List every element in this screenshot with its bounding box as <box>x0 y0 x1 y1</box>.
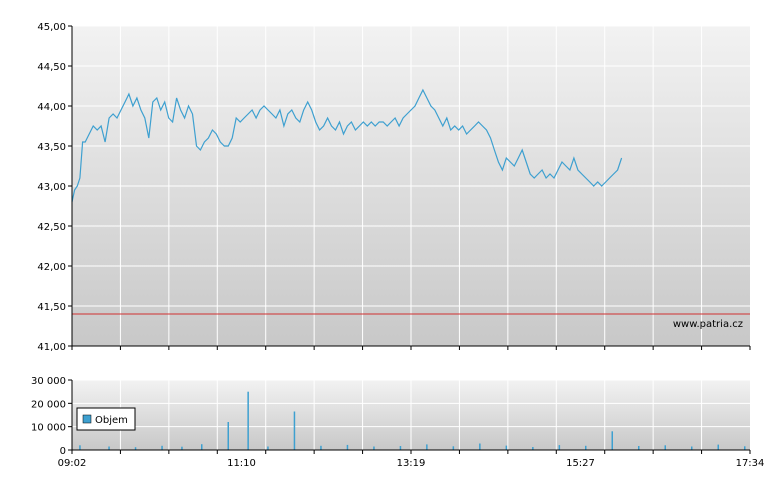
volume-bar <box>611 431 613 450</box>
volume-bar <box>664 445 666 450</box>
volume-bar <box>247 391 249 450</box>
volume-bars <box>79 391 746 450</box>
volume-chart: 30 000 20 000 10 000 0 09:02 11:10 13:19 15:27… <box>31 376 765 469</box>
legend-swatch <box>82 414 92 424</box>
price-y-tick-label: 41,00 <box>37 342 66 353</box>
volume-y-tick-label: 20 000 <box>31 399 66 410</box>
volume-bar <box>691 446 693 450</box>
volume-bar <box>744 446 746 450</box>
price-y-tick-label: 43,00 <box>37 182 66 193</box>
volume-bar <box>452 446 455 450</box>
volume-y-axis: 30 000 20 000 10 000 0 <box>31 376 73 457</box>
volume-bar <box>638 446 640 450</box>
x-tick-label: 15:27 <box>566 458 595 469</box>
x-tick-label: 11:10 <box>227 458 256 469</box>
volume-bar <box>346 444 349 450</box>
legend-label: Objem <box>95 415 128 426</box>
price-chart: 45,00 44,50 44,00 43,50 43,00 42,50 42,00 41,50… <box>37 22 751 353</box>
volume-bar <box>161 445 163 450</box>
volume-bar <box>505 445 508 450</box>
volume-y-tick-label: 10 000 <box>31 423 66 434</box>
price-y-tick-label: 42,00 <box>37 262 66 273</box>
volume-bar <box>320 445 322 450</box>
price-line-group <box>71 88 623 203</box>
volume-bar <box>399 446 402 450</box>
volume-grid <box>72 379 750 451</box>
volume-y-tick-label: 0 <box>60 446 66 457</box>
volume-bar <box>181 446 183 450</box>
volume-bar <box>479 443 481 450</box>
price-y-tick-label: 41,50 <box>37 302 66 313</box>
volume-y-tick-label: 30 000 <box>31 376 66 387</box>
volume-bar <box>201 444 203 450</box>
volume-bar <box>717 444 719 450</box>
price-y-axis: 45,00 44,50 44,00 43,50 43,00 42,50 42,00 41,50… <box>37 22 751 353</box>
price-y-tick-label: 44,50 <box>37 62 66 73</box>
price-y-tick-label: 42,50 <box>37 222 66 233</box>
volume-bar <box>134 447 137 450</box>
legend: Objem <box>76 407 136 431</box>
volume-bar <box>585 445 587 450</box>
volume-bar <box>293 411 296 450</box>
legend-box <box>76 407 136 431</box>
price-series-line <box>71 88 623 203</box>
volume-bar <box>267 446 269 450</box>
x-tick-label: 09:02 <box>58 458 87 469</box>
volume-bar <box>558 445 561 450</box>
price-y-tick-label: 44,00 <box>37 102 66 113</box>
volume-bar <box>227 422 229 450</box>
x-axis: 09:02 11:10 13:19 15:27 17:34 <box>58 449 765 469</box>
volume-bar <box>79 445 81 450</box>
x-tick-label: 13:19 <box>397 458 426 469</box>
watermark: www.patria.cz <box>673 319 743 330</box>
volume-bar <box>373 446 375 450</box>
volume-bar <box>532 447 534 450</box>
x-tick-label: 17:34 <box>736 458 765 469</box>
volume-bar <box>426 444 428 450</box>
volume-bar <box>108 446 110 450</box>
price-y-tick-label: 45,00 <box>37 22 66 33</box>
price-y-tick-label: 43,50 <box>37 142 66 153</box>
